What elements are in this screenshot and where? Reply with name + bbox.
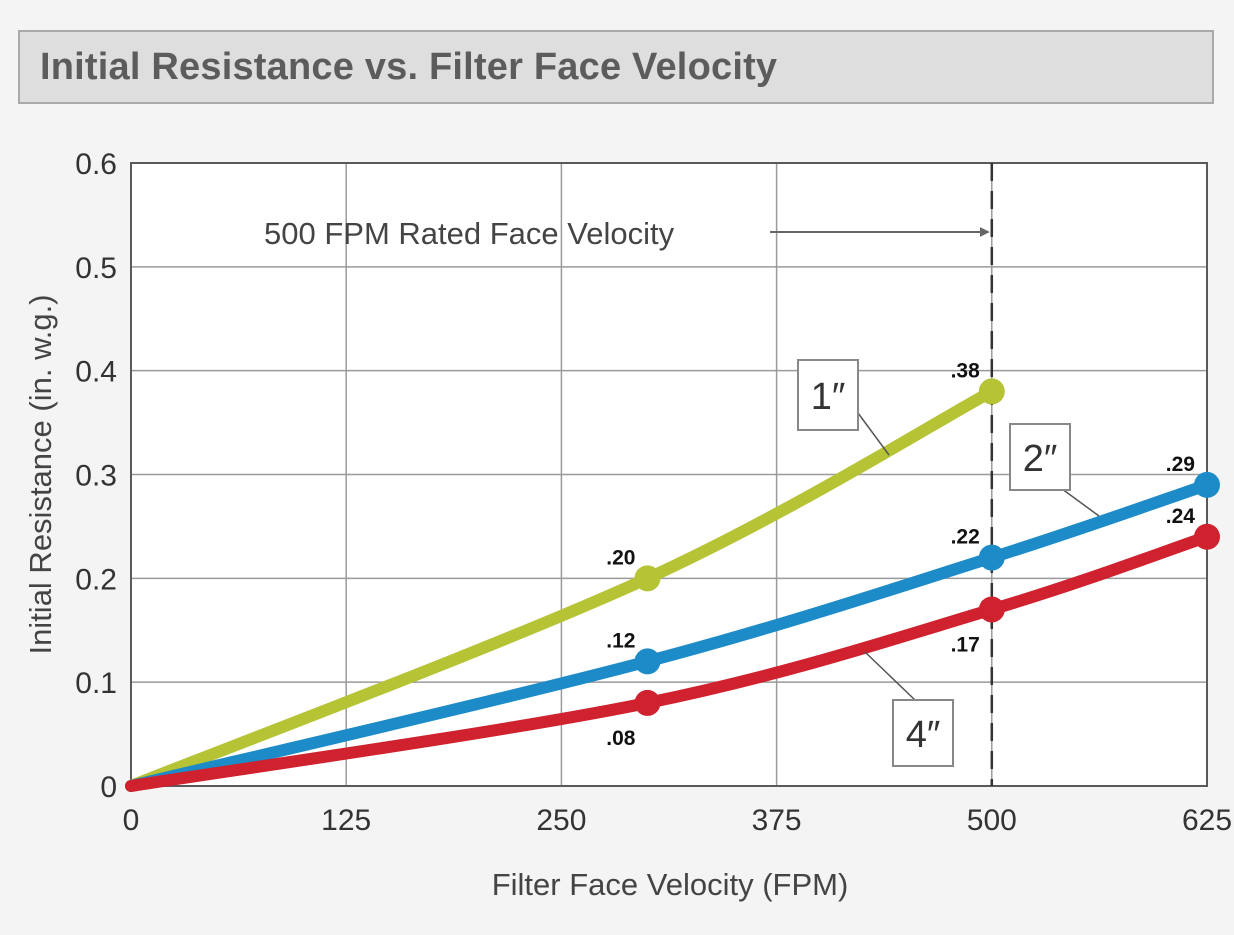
legend-label-1in: 1″ <box>811 376 846 418</box>
x-tick-label: 0 <box>123 804 140 837</box>
data-point-4in <box>978 596 1005 623</box>
x-axis-label: Filter Face Velocity (FPM) <box>492 867 849 902</box>
data-label: .22 <box>951 526 980 549</box>
data-label: .12 <box>606 629 635 652</box>
callout-leader-1in <box>857 412 890 456</box>
x-tick-label: 125 <box>321 804 371 837</box>
data-label: .29 <box>1166 453 1195 476</box>
data-label: .38 <box>951 359 981 382</box>
x-tick-label: 375 <box>752 804 802 837</box>
rated-velocity-label: 500 FPM Rated Face Velocity <box>264 216 675 251</box>
series-line-1in <box>125 385 998 792</box>
callout-box-1in <box>797 359 859 431</box>
callout-box-2in <box>1009 423 1071 491</box>
y-tick-label: 0.6 <box>75 148 117 181</box>
callout-box-4in <box>892 699 954 767</box>
x-tick-label: 250 <box>536 804 586 837</box>
data-point-2in <box>634 648 661 675</box>
x-tick-label: 625 <box>1182 804 1232 837</box>
data-point-4in <box>1194 523 1220 550</box>
data-point-2in <box>978 544 1005 571</box>
y-tick-label: 0.2 <box>75 563 117 596</box>
data-label: .17 <box>951 633 980 656</box>
y-tick-label: 0.1 <box>75 667 117 700</box>
series-line-2in <box>125 478 1213 792</box>
y-axis-label: Initial Resistance (in. w.g.) <box>23 294 58 654</box>
y-tick-label: 0.3 <box>75 460 117 493</box>
data-point-4in <box>634 689 661 716</box>
data-label: .20 <box>606 546 635 569</box>
x-tick-label: 500 <box>967 804 1017 837</box>
data-point-1in <box>978 378 1005 405</box>
legend-label-2in: 2″ <box>1023 438 1058 480</box>
y-tick-label: 0 <box>100 771 117 804</box>
data-label: .08 <box>606 727 636 750</box>
data-point-2in <box>1194 471 1220 498</box>
y-tick-label: 0.5 <box>75 252 117 285</box>
series-line-4in <box>125 530 1213 792</box>
data-label: .24 <box>1166 505 1196 528</box>
y-tick-label: 0.4 <box>75 356 117 389</box>
callout-leader-4in <box>864 651 916 701</box>
legend-label-4in: 4″ <box>906 714 941 756</box>
chart-title-bar: Initial Resistance vs. Filter Face Veloc… <box>18 30 1214 104</box>
data-point-1in <box>634 565 661 592</box>
chart-title: Initial Resistance vs. Filter Face Veloc… <box>40 45 778 88</box>
